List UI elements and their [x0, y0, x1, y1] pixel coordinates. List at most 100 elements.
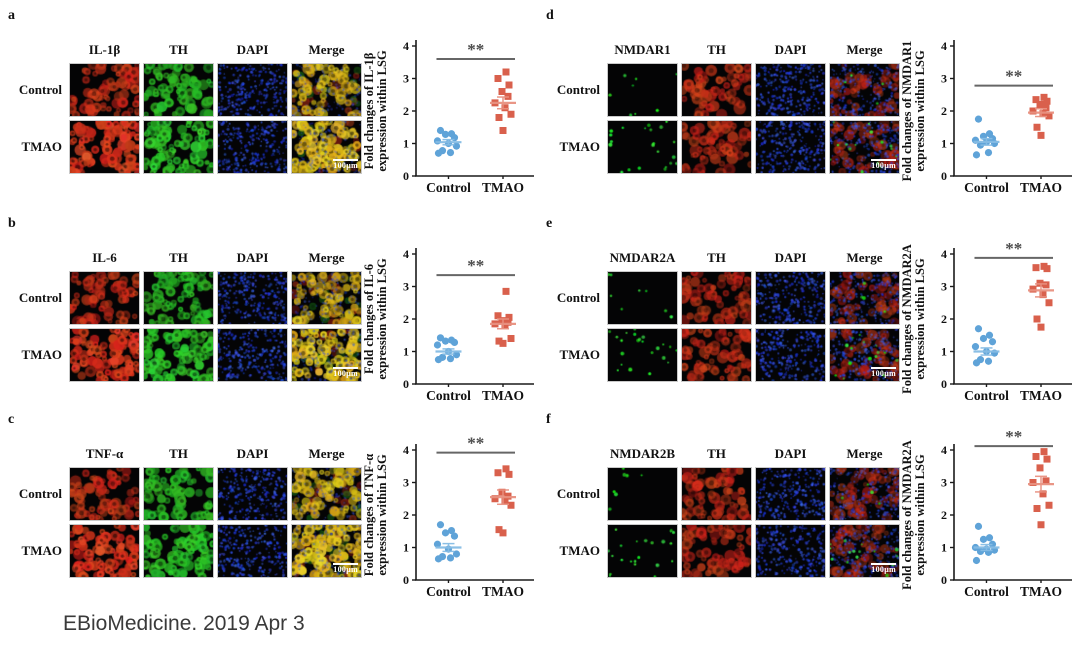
micrograph-image — [143, 120, 214, 174]
micrograph-image — [69, 63, 140, 117]
micrograph-grid: TNF-α TH DAPI Merge Control TMAO 100μm — [2, 446, 362, 578]
scatter-chart-wrap: 0 1 2 3 4 Control TMAO Fold changes of NMDAR1 ex… — [900, 16, 1080, 219]
data-point-control — [434, 149, 443, 157]
micrograph-image — [291, 271, 362, 325]
data-point-control — [972, 359, 981, 367]
micrograph-control-il-1β — [69, 63, 140, 117]
micrograph-control-dapi — [755, 63, 826, 117]
y-tick-label: 2 — [403, 104, 409, 118]
y-axis-label-line: expression within LSG — [375, 50, 389, 172]
x-category-label: TMAO — [1020, 584, 1062, 599]
data-point-control — [450, 338, 459, 346]
data-point-tmao — [498, 88, 506, 95]
micrograph-image — [829, 467, 900, 521]
micrograph-control-merge — [829, 63, 900, 117]
data-point-control — [984, 357, 993, 365]
column-header-merge: Merge — [308, 42, 345, 57]
panel-letter: e — [546, 216, 553, 231]
data-point-control — [988, 338, 997, 346]
y-tick-label: 1 — [403, 541, 409, 555]
micrograph-tmao-merge: 100μm — [291, 120, 362, 174]
data-point-tmao — [1042, 477, 1050, 485]
data-point-tmao — [494, 469, 502, 477]
figure-panel-c: c TNF-α TH DAPI Merge Control TMAO 100μm 0 1 2 3 4… — [2, 410, 536, 610]
data-point-tmao — [501, 496, 509, 504]
micrograph-image — [143, 328, 214, 382]
x-category-label: TMAO — [1020, 388, 1062, 403]
row-label-tmao: TMAO — [21, 139, 62, 154]
row-label-control: Control — [556, 486, 600, 501]
y-tick-label: 4 — [403, 443, 409, 457]
micrograph-grid: IL-1β TH DAPI Merge Control TMAO 100μm — [2, 42, 362, 174]
data-point-control — [974, 522, 983, 530]
data-point-control — [452, 142, 461, 150]
micrograph-control-dapi — [755, 271, 826, 325]
panel-letter: c — [8, 412, 15, 427]
scatter-plot-e: 0 1 2 3 4 Control TMAO Fold changes of NMDAR2A e… — [900, 239, 1072, 403]
micrograph-image — [829, 271, 900, 325]
data-point-tmao — [1042, 281, 1050, 289]
data-point-control — [436, 126, 445, 135]
micrograph-tmao-nmdar1 — [607, 120, 678, 174]
micrograph-image — [143, 271, 214, 325]
mean-error-bar-control — [435, 542, 462, 553]
mean-error-bar-tmao — [1028, 283, 1054, 298]
column-header-th: TH — [707, 446, 726, 461]
micrograph-tmao-dapi — [217, 328, 288, 382]
micrograph-image — [681, 120, 752, 174]
micrograph-tmao-merge: 100μm — [291, 524, 362, 578]
column-header-merge: Merge — [308, 446, 345, 461]
x-category-label: TMAO — [482, 388, 524, 403]
scatter-plot-a: 0 1 2 3 4 Control TMAO Fold changes of IL-1β exp… — [362, 39, 534, 195]
data-point-tmao — [1037, 521, 1045, 529]
micrograph-control-th — [143, 271, 214, 325]
y-axis-label-line: Fold changes of NMDAR1 — [900, 41, 914, 182]
micrograph-control-merge — [829, 271, 900, 325]
data-point-tmao — [502, 465, 510, 473]
data-point-tmao — [501, 104, 509, 112]
y-tick-label: 1 — [941, 541, 947, 555]
micrograph-tmao-dapi — [755, 524, 826, 578]
column-header-th: TH — [169, 446, 188, 461]
y-axis-label-line: expression within LSG — [375, 258, 389, 380]
data-point-control — [446, 149, 455, 157]
data-point-control — [446, 355, 455, 363]
y-tick-label: 2 — [941, 104, 947, 118]
data-point-tmao — [1039, 490, 1047, 498]
grid-corner — [540, 250, 604, 268]
mean-error-bar-tmao — [490, 96, 516, 110]
panel-letter: d — [546, 8, 554, 23]
grid-corner — [540, 446, 604, 464]
mean-error-bar-control — [435, 138, 462, 146]
scale-bar: 100μm — [871, 367, 896, 378]
mean-error-bar-tmao — [1028, 475, 1054, 493]
panel-letter: b — [8, 216, 16, 231]
data-point-control — [436, 521, 445, 529]
micrograph-image — [69, 328, 140, 382]
data-point-tmao — [1043, 97, 1051, 105]
micrograph-image — [217, 63, 288, 117]
data-point-control — [985, 534, 994, 542]
micrograph-image — [607, 467, 678, 521]
column-header-th: TH — [707, 250, 726, 265]
micrograph-image — [755, 467, 826, 521]
micrograph-control-merge — [291, 467, 362, 521]
micrograph-image — [755, 63, 826, 117]
micrograph-tmao-nmdar2b — [607, 524, 678, 578]
data-point-control — [452, 550, 461, 558]
data-point-control — [446, 554, 455, 562]
micrograph-control-il-6 — [69, 271, 140, 325]
data-point-tmao — [1043, 455, 1051, 463]
y-axis-label-line: Fold changes of IL-1β — [362, 52, 376, 169]
data-point-control — [433, 540, 442, 548]
micrograph-tmao-il-1β — [69, 120, 140, 174]
y-tick-label: 1 — [403, 345, 409, 359]
micrograph-tmao-merge: 100μm — [829, 328, 900, 382]
y-tick-label: 0 — [403, 169, 409, 183]
micrograph-image — [681, 271, 752, 325]
micrograph-tmao-dapi — [755, 120, 826, 174]
column-header-dapi: DAPI — [236, 42, 269, 57]
mean-error-bar-tmao — [490, 318, 516, 330]
column-header-nmdar2b: NMDAR2B — [610, 446, 675, 461]
data-point-tmao — [1033, 123, 1041, 131]
